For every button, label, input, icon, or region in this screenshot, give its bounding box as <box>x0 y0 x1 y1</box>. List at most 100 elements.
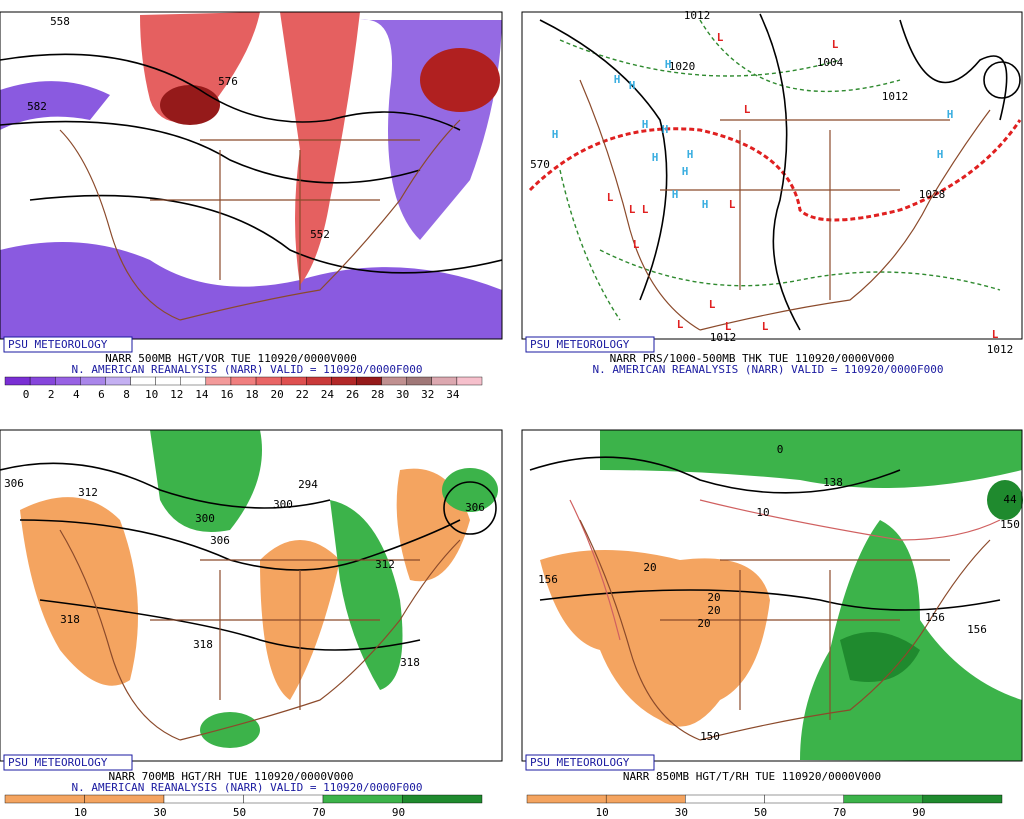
contour-label: 300 <box>195 512 215 525</box>
contour-label: 156 <box>925 611 945 624</box>
map-title: NARR 850MB HGT/T/RH TUE 110920/0000V000 <box>623 770 881 783</box>
colorbar-segment <box>180 376 207 386</box>
credit: PSU METEOROLOGY <box>530 756 630 769</box>
colorbar-label: 90 <box>912 806 925 819</box>
map-title: NARR 500MB HGT/VOR TUE 110920/0000V000 <box>105 352 357 365</box>
pressure-center: L <box>992 328 999 341</box>
colorbar-label: 90 <box>392 806 405 819</box>
map-frame <box>0 11 503 340</box>
contour-label: 318 <box>60 613 80 626</box>
map-700mb <box>0 430 502 761</box>
colorbar-segment <box>605 794 686 804</box>
colorbar-label: 10 <box>145 388 158 401</box>
contour-label: 300 <box>273 498 293 511</box>
colorbar-label: 30 <box>675 806 688 819</box>
contour-label: 318 <box>400 656 420 669</box>
credit: PSU METEOROLOGY <box>530 338 630 351</box>
colorbar-segment <box>230 376 257 386</box>
contour-label: 0 <box>777 443 784 456</box>
contour-label: 150 <box>1000 518 1020 531</box>
pressure-center: L <box>629 203 636 216</box>
colorbar-label: 22 <box>296 388 309 401</box>
pressure-center: H <box>937 148 944 161</box>
contour-label: 306 <box>465 501 485 514</box>
pressure-center: L <box>729 198 736 211</box>
contour-label: 20 <box>643 561 656 574</box>
pressure-center: L <box>607 191 614 204</box>
colorbar-segment <box>105 376 131 386</box>
credit: PSU METEOROLOGY <box>8 756 108 769</box>
colorbar-segment <box>402 794 483 804</box>
contour-label: 318 <box>193 638 213 651</box>
pressure-center: L <box>744 103 751 116</box>
contour-label: 1004 <box>817 56 844 69</box>
pressure-center: H <box>682 165 689 178</box>
contour-label: 1020 <box>669 60 696 73</box>
pressure-center: H <box>629 79 636 92</box>
contour-label: 552 <box>310 228 330 241</box>
colorbar-label: 28 <box>371 388 384 401</box>
colorbar-label: 10 <box>74 806 87 819</box>
colorbar-segment <box>243 794 324 804</box>
contour-label: 1012 <box>987 343 1014 356</box>
colorbar-segment <box>80 376 106 386</box>
contour-label: 20 <box>707 591 720 604</box>
colorbar-label: 34 <box>446 388 460 401</box>
contour-label: 44 <box>1003 493 1017 506</box>
map-frame <box>521 429 1023 762</box>
pressure-center: L <box>642 203 649 216</box>
colorbar-label: 18 <box>245 388 258 401</box>
contour-label: 582 <box>27 100 47 113</box>
map-title: NARR 700MB HGT/RH TUE 110920/0000V000 <box>108 770 353 783</box>
pressure-center: L <box>633 238 640 251</box>
map-subtitle: N. AMERICAN REANALYSIS (NARR) VALID = 11… <box>593 363 944 376</box>
colorbar-label: 70 <box>833 806 846 819</box>
colorbar-segment <box>685 794 765 804</box>
pressure-center: L <box>725 320 732 333</box>
colorbar-segment <box>130 376 156 386</box>
map-frame <box>521 11 1023 340</box>
credit-box <box>525 336 655 353</box>
pressure-center: H <box>665 58 672 71</box>
contour-label: 150 <box>700 730 720 743</box>
pressure-center: H <box>662 123 669 136</box>
colorbar-segment <box>356 376 382 386</box>
colorbar-label: 10 <box>596 806 609 819</box>
contour-label: 1012 <box>710 331 737 344</box>
colorbar-segment <box>306 376 332 386</box>
pressure-center: H <box>552 128 559 141</box>
pressure-center: L <box>762 320 769 333</box>
contour-label: 312 <box>375 558 395 571</box>
contour-label: 10 <box>756 506 769 519</box>
colorbar-segment <box>431 376 458 386</box>
map-850mb <box>522 430 1023 761</box>
contour-label: 306 <box>4 477 24 490</box>
colorbar-segment <box>4 376 31 386</box>
colorbar-segment <box>84 794 165 804</box>
contour-label: 306 <box>210 534 230 547</box>
map-subtitle: N. AMERICAN REANALYSIS (NARR) VALID = 11… <box>72 781 423 794</box>
credit-box <box>3 336 133 353</box>
colorbar-segment <box>843 794 924 804</box>
pressure-center: H <box>702 198 709 211</box>
colorbar-label: 24 <box>321 388 335 401</box>
colorbar-label: 4 <box>73 388 80 401</box>
pressure-center: L <box>717 31 724 44</box>
credit-box <box>3 754 133 771</box>
colorbar-segment <box>331 376 357 386</box>
colorbar-segment <box>163 794 244 804</box>
credit: PSU METEOROLOGY <box>8 338 108 351</box>
pressure-center: H <box>672 188 679 201</box>
pressure-center: L <box>709 298 716 311</box>
colorbar-segment <box>526 794 607 804</box>
contour-label: 312 <box>78 486 98 499</box>
colorbar-segment <box>155 376 181 386</box>
colorbar-segment <box>322 794 403 804</box>
contour-label: 558 <box>50 15 70 28</box>
colorbar-label: 30 <box>153 806 166 819</box>
contour-label: 294 <box>298 478 318 491</box>
colorbar-label: 0 <box>23 388 30 401</box>
colorbar-label: 12 <box>170 388 183 401</box>
credit-box <box>525 754 655 771</box>
colorbar-segment <box>55 376 81 386</box>
